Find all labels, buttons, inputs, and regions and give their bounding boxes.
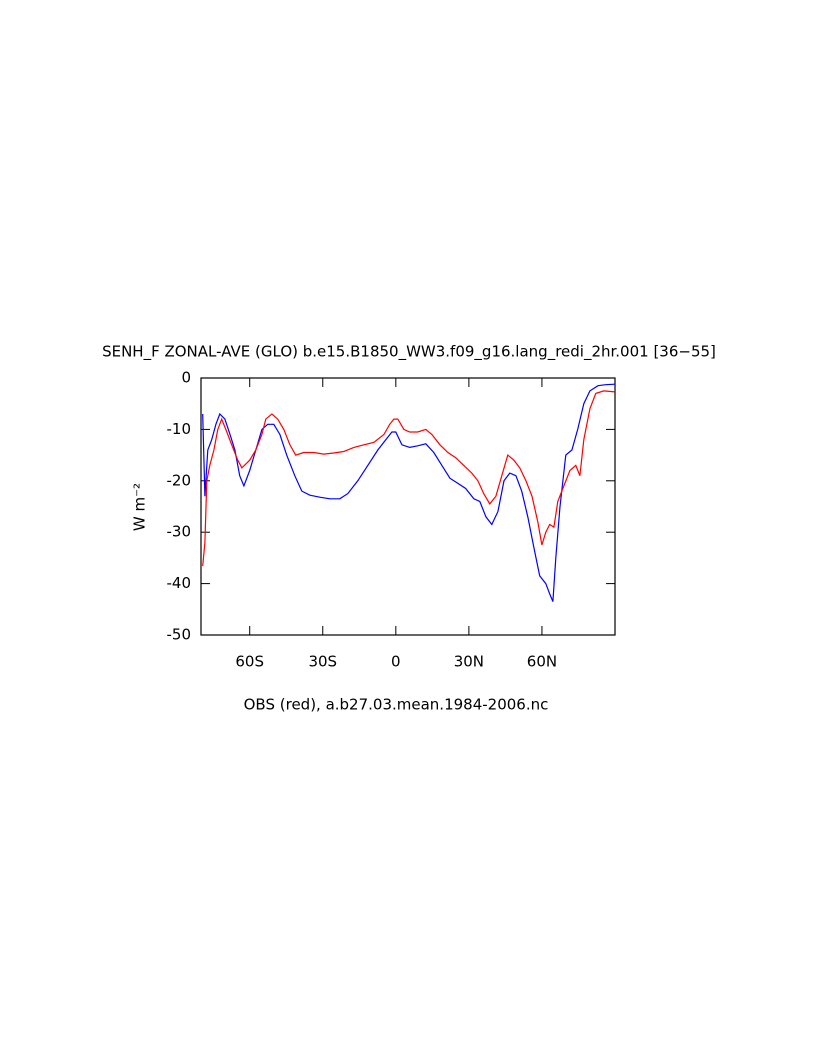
chart-title: SENH_F ZONAL-AVE (GLO) b.e15.B1850_WW3.f…: [102, 343, 716, 362]
plot-frame: [200, 377, 616, 636]
y-tick-label: -40: [167, 574, 192, 592]
x-tick-label: 30S: [308, 653, 337, 671]
data-line: [202, 383, 615, 602]
x-tick-label: 0: [391, 653, 401, 671]
data-line: [202, 390, 615, 567]
x-tick-label: 60S: [235, 653, 264, 671]
y-tick-label: -20: [167, 471, 192, 489]
y-tick-label: -30: [167, 523, 192, 541]
x-tick-label: 30N: [454, 653, 484, 671]
y-axis-label: W m⁻²: [131, 483, 149, 531]
x-tick-label: 60N: [527, 653, 557, 671]
x-axis-label: OBS (red), a.b27.03.mean.1984-2006.nc: [244, 696, 549, 714]
y-tick-label: 0: [181, 369, 191, 387]
y-tick-label: -50: [167, 626, 192, 644]
y-tick-label: -10: [167, 420, 192, 438]
